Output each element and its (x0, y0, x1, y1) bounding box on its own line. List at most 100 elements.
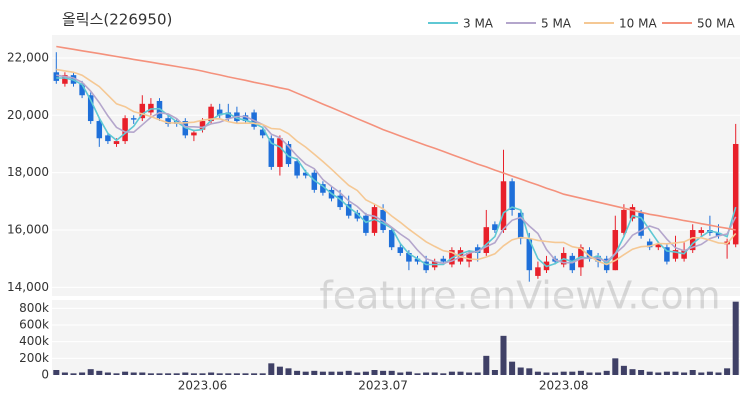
candle-body (337, 195, 343, 208)
legend-label: 50 MA (697, 17, 735, 31)
volume-bar (732, 301, 739, 375)
x-tick-label: 2023.06 (178, 379, 228, 393)
volume-bar (448, 371, 455, 375)
volume-bar (483, 355, 490, 375)
candle-body (208, 106, 214, 122)
candle-body (466, 252, 472, 262)
candle-body (655, 244, 662, 248)
candle-body (199, 121, 206, 130)
volume-bar (474, 372, 481, 375)
candle-body (586, 250, 593, 259)
volume-bar (182, 372, 189, 375)
candle-body (664, 247, 670, 262)
volume-bar (139, 372, 146, 375)
volume-bar (560, 371, 567, 375)
volume-bar (629, 369, 636, 375)
volume-bar (638, 370, 645, 375)
candle-body (698, 230, 705, 233)
y-tick-label: 400k (19, 334, 49, 348)
candle-body (302, 172, 309, 176)
candle-body (423, 261, 429, 271)
volume-bar (104, 372, 111, 375)
candle-body (62, 75, 68, 84)
ma-line (56, 45, 736, 231)
volume-bar (79, 372, 86, 375)
volume-bar (405, 371, 412, 375)
volume-bar (225, 373, 232, 375)
volume-bar (569, 371, 576, 375)
chart-title: 올릭스(226950) (62, 11, 172, 29)
y-tick-label: 18,000 (7, 165, 49, 179)
volume-bar (208, 372, 215, 375)
y-tick-label: 20,000 (7, 108, 49, 122)
candle-body (646, 241, 653, 248)
volume-bar (328, 371, 335, 375)
volume-bar (354, 372, 361, 375)
candle-body (268, 138, 275, 167)
candle-body (509, 181, 515, 210)
volume-bar (242, 373, 249, 375)
candle-body (354, 212, 361, 219)
candle-body (492, 224, 498, 231)
volume-bar (577, 370, 584, 375)
candle-body (474, 247, 481, 253)
volume-bar (190, 373, 197, 375)
volume-bar (285, 368, 292, 375)
candle-body (242, 115, 249, 122)
volume-bar (672, 371, 679, 375)
volume-bar (724, 368, 731, 375)
candle-body (440, 258, 447, 262)
price-panel (52, 35, 740, 296)
volume-bar (440, 373, 447, 375)
y-tick-label: 14,000 (7, 280, 49, 294)
candle-body (251, 112, 257, 127)
candle-body (225, 112, 232, 119)
candle-body (517, 212, 524, 239)
x-tick-label: 2023.07 (358, 379, 408, 393)
volume-bar (380, 370, 387, 375)
volume-bar (388, 370, 395, 375)
volume-bar (466, 372, 473, 375)
volume-bar (509, 361, 516, 375)
candle-body (277, 138, 283, 167)
volume-bar (311, 370, 318, 375)
candle-body (320, 184, 326, 193)
volume-bar (251, 373, 258, 375)
volume-bar (130, 372, 137, 375)
candle-body (105, 135, 111, 142)
volume-bar (612, 358, 619, 375)
volume-bar (199, 373, 206, 375)
candle-body (526, 238, 533, 271)
volume-bar (655, 372, 662, 375)
volume-bar (552, 372, 559, 375)
y-tick-label: 800k (19, 301, 49, 315)
candle-body (397, 247, 404, 253)
volume-bar (603, 370, 610, 375)
volume-bar (268, 363, 275, 375)
volume-bar (345, 370, 352, 375)
volume-bar (61, 372, 68, 375)
volume-bar (165, 373, 172, 375)
candle-body (363, 215, 369, 233)
y-tick-label: 0 (41, 368, 49, 382)
volume-bar (423, 372, 430, 375)
candle-body (139, 103, 146, 119)
ma-line (56, 74, 737, 265)
volume-bar (414, 373, 421, 375)
candle-body (535, 267, 541, 276)
volume-bar (96, 370, 103, 375)
volume-bar (715, 372, 722, 375)
candle-body (689, 230, 696, 251)
candle-body (87, 95, 94, 122)
volume-bar (276, 366, 283, 375)
volume-bar (294, 370, 301, 375)
volume-bar (259, 373, 266, 375)
volume-bar (156, 373, 163, 375)
volume-bar (517, 367, 524, 375)
volume-bar (70, 373, 77, 375)
volume-bar (302, 371, 309, 375)
candle-body (715, 232, 722, 236)
candle-body (285, 143, 292, 165)
volume-bar (113, 373, 120, 375)
volume-bar (457, 371, 464, 375)
